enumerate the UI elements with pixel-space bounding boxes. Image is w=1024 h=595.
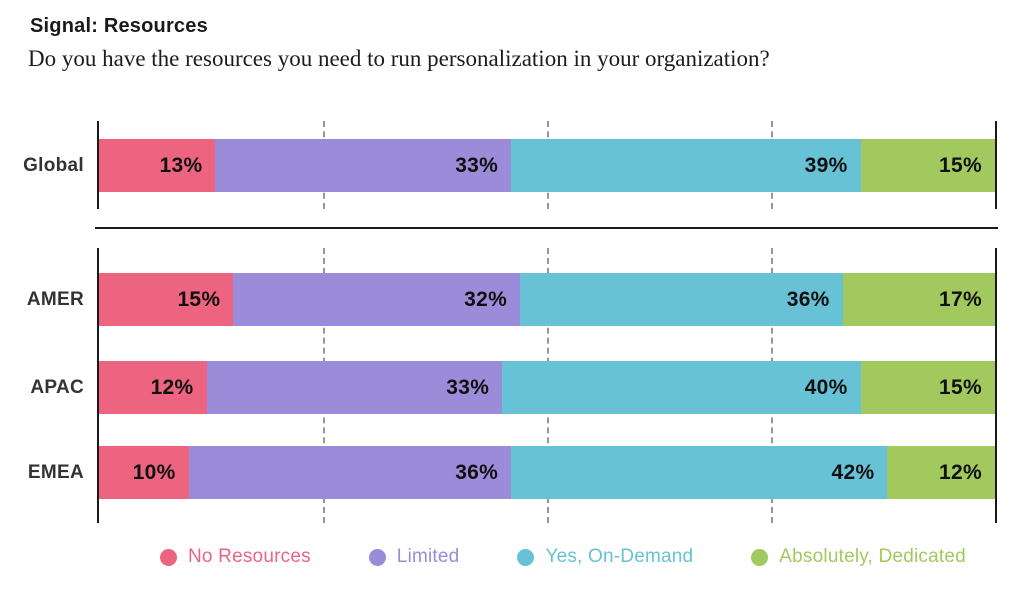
- legend-dot-absolutely-dedicated: [751, 548, 769, 566]
- bar-segment-limited: 33%: [215, 139, 512, 192]
- bar-row-apac: APAC 12% 33% 40% 15%: [30, 361, 995, 414]
- bar-row-emea: EMEA 10% 36% 42% 12%: [28, 446, 995, 499]
- segment-value-label: 12%: [150, 375, 194, 399]
- legend-label-yes-on-demand: Yes, On-Demand: [545, 546, 694, 567]
- chart-subtitle: Do you have the resources you need to ru…: [28, 46, 770, 71]
- legend-label-no-resources: No Resources: [188, 546, 311, 567]
- bar-segment-absolutely-dedicated: 17%: [842, 273, 995, 326]
- segment-value-label: 40%: [804, 375, 848, 399]
- section-divider-line: [95, 227, 998, 229]
- segment-value-label: 15%: [939, 375, 982, 399]
- legend-item-absolutely-dedicated: Absolutely, Dedicated: [751, 546, 966, 568]
- row-label-amer: AMER: [26, 288, 84, 310]
- row-label-emea: EMEA: [27, 461, 84, 483]
- segment-value-label: 42%: [831, 460, 875, 484]
- legend-label-limited: Limited: [396, 546, 460, 567]
- bar-segment-absolutely-dedicated: 12%: [887, 446, 995, 499]
- legend-label-absolutely-dedicated: Absolutely, Dedicated: [779, 546, 966, 567]
- bar-segment-limited: 32%: [233, 273, 521, 326]
- bar-row-global: Global 13% 33% 39% 15%: [23, 139, 995, 192]
- bar-segment-absolutely-dedicated: 15%: [860, 139, 995, 192]
- segment-value-label: 33%: [446, 375, 490, 399]
- bar-segment-no-resources: 13%: [99, 139, 216, 192]
- segment-value-label: 12%: [939, 460, 982, 484]
- bar-segment-yes-on-demand: 39%: [511, 139, 861, 192]
- legend-item-no-resources: No Resources: [160, 546, 311, 568]
- bar-segment-limited: 33%: [206, 361, 503, 414]
- segment-value-label: 15%: [177, 287, 221, 311]
- bar-segment-yes-on-demand: 42%: [511, 446, 888, 499]
- legend-dot-no-resources: [160, 548, 177, 566]
- bar-segment-absolutely-dedicated: 15%: [860, 361, 995, 414]
- segment-value-label: 32%: [464, 287, 508, 311]
- plot-area-regions: AMER 15% 32% 36% 17% APAC 12% 33% 40% 15% EMEA 10% 3…: [27, 248, 997, 523]
- bar-segment-yes-on-demand: 40%: [502, 361, 861, 414]
- bar-segment-no-resources: 10%: [99, 446, 189, 499]
- plot-area-global: Global 13% 33% 39% 15%: [23, 121, 997, 209]
- segment-value-label: 36%: [455, 460, 499, 484]
- bar-segment-limited: 36%: [188, 446, 512, 499]
- chart-title: Signal: Resources: [30, 15, 208, 37]
- segment-value-label: 10%: [132, 460, 176, 484]
- segment-value-label: 17%: [939, 287, 982, 311]
- legend-item-yes-on-demand: Yes, On-Demand: [517, 546, 693, 568]
- bar-row-amer: AMER 15% 32% 36% 17%: [27, 273, 995, 326]
- segment-value-label: 36%: [786, 287, 830, 311]
- bar-segment-yes-on-demand: 36%: [520, 273, 843, 326]
- row-label-global: Global: [23, 154, 84, 176]
- segment-value-label: 39%: [804, 153, 848, 177]
- row-label-apac: APAC: [30, 376, 84, 398]
- chart-legend: No Resources Limited Yes, On-Demand Absolut…: [160, 546, 966, 568]
- segment-value-label: 13%: [159, 153, 203, 177]
- legend-item-limited: Limited: [368, 546, 460, 568]
- bar-segment-no-resources: 12%: [99, 361, 207, 414]
- legend-dot-yes-on-demand: [517, 548, 535, 566]
- segment-value-label: 15%: [939, 153, 982, 177]
- legend-dot-limited: [368, 548, 386, 566]
- bar-segment-no-resources: 15%: [99, 273, 234, 326]
- segment-value-label: 33%: [455, 153, 499, 177]
